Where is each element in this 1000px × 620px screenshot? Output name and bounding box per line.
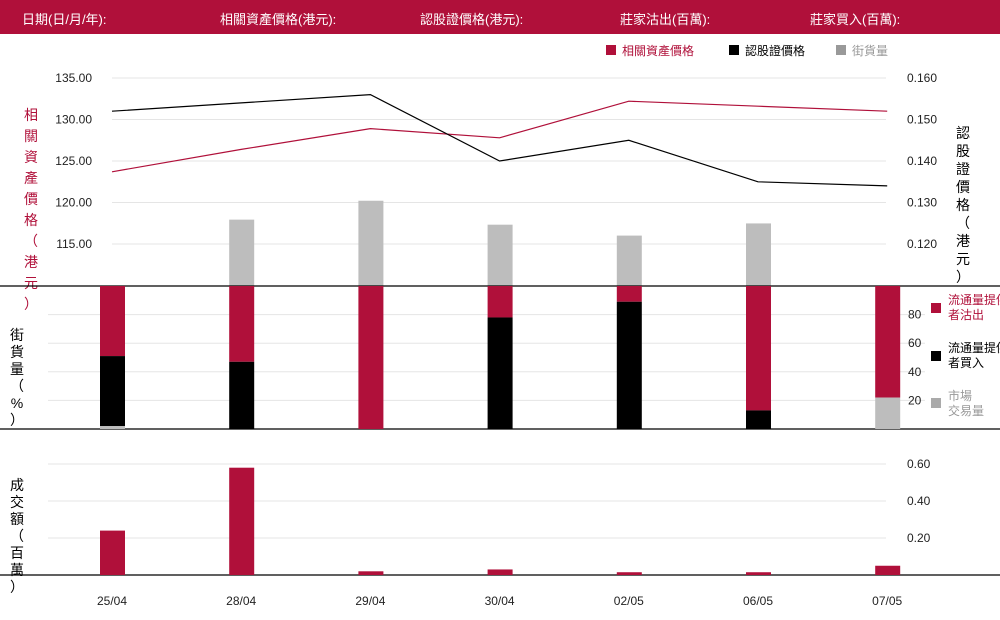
- left-axis-title: 相關資產價格（港元）: [24, 107, 38, 312]
- legend-swatch-lp-sell: [931, 303, 941, 313]
- left-tick-label: 120.00: [55, 196, 92, 210]
- volume-bar: [875, 565, 901, 575]
- market-bar: [875, 397, 901, 429]
- market-bar: [100, 426, 125, 429]
- x-tick-label: 28/04: [226, 594, 256, 608]
- volume-bar: [358, 571, 384, 575]
- lp-sell-bar: [358, 286, 384, 429]
- header-mm-sell-label: 莊家沽出(百萬):: [620, 12, 711, 27]
- turnover-tick-label: 80: [908, 308, 922, 322]
- right-tick-label: 0.140: [907, 154, 937, 168]
- lp-buy-bar: [229, 361, 255, 429]
- right-axis-title: 認股證價格（港元）: [956, 125, 970, 285]
- chart-marks: 135.00 130.00 125.00 120.00 115.00 0.160 0.150…: [0, 71, 1000, 608]
- x-tick-label: 29/04: [355, 594, 385, 608]
- legend-swatch-market: [931, 398, 941, 408]
- volume-axis-title: 成交額（百萬）: [10, 477, 24, 595]
- right-tick-label: 0.150: [907, 113, 937, 127]
- outstanding-bar: [746, 223, 771, 286]
- turnover-axis-title: 街貨量（%）: [10, 327, 24, 428]
- outstanding-bar: [229, 219, 255, 286]
- legend-swatch-outstanding: [836, 45, 846, 55]
- volume-tick-label: 0.40: [907, 494, 931, 508]
- right-tick-label: 0.160: [907, 71, 937, 85]
- volume-bar: [616, 572, 642, 575]
- legend-swatch-warrant: [729, 45, 739, 55]
- left-tick-label: 135.00: [55, 71, 92, 85]
- x-tick-label: 02/05: [614, 594, 644, 608]
- header-date-label: 日期(日/月/年):: [22, 12, 107, 27]
- x-tick-label: 06/05: [743, 594, 773, 608]
- volume-bar: [746, 572, 771, 575]
- volume-bar: [100, 530, 125, 575]
- left-tick-label: 130.00: [55, 113, 92, 127]
- header-warrant-label: 認股證價格(港元):: [420, 12, 524, 27]
- header-underlying-label: 相關資產價格(港元):: [220, 12, 337, 27]
- turnover-tick-label: 20: [908, 393, 922, 407]
- volume-tick-label: 0.20: [907, 531, 931, 545]
- turnover-tick-label: 60: [908, 336, 922, 350]
- volume-bar: [229, 467, 255, 575]
- x-tick-label: 30/04: [485, 594, 515, 608]
- outstanding-bar: [616, 235, 642, 286]
- lp-buy-bar: [746, 410, 771, 429]
- lp-sell-bar: [229, 286, 255, 362]
- legend-label-outstanding: 街貨量: [852, 43, 888, 58]
- left-tick-label: 125.00: [55, 154, 92, 168]
- warrant-chart: 相關資產價格 認股證價格 街貨量 相關資產價格（港元） 認股證價格（港元） 街貨…: [0, 43, 1000, 608]
- legend-label-lp-sell: 流通量提供者沽出: [948, 292, 1000, 322]
- legend-swatch-lp-buy: [931, 351, 941, 361]
- lp-sell-bar: [100, 286, 125, 357]
- legend-swatch-underlying: [606, 45, 616, 55]
- left-tick-label: 115.00: [56, 237, 92, 251]
- outstanding-bar: [487, 224, 513, 286]
- lp-sell-bar: [616, 286, 642, 302]
- lp-sell-bar: [746, 286, 771, 411]
- lp-sell-bar: [875, 286, 901, 398]
- header-mm-buy-label: 莊家買入(百萬):: [810, 12, 901, 27]
- legend-label-lp-buy: 流通量提供者買入: [948, 340, 1000, 370]
- outstanding-bar: [358, 200, 384, 286]
- warrant-price-line: [111, 93, 888, 187]
- lp-sell-bar: [487, 286, 513, 318]
- volume-tick-label: 0.60: [907, 457, 931, 471]
- x-tick-label: 25/04: [97, 594, 127, 608]
- legend-label-warrant: 認股證價格: [745, 43, 805, 58]
- lp-buy-bar: [487, 317, 513, 429]
- top-legend: 相關資產價格 認股證價格 街貨量: [606, 43, 888, 58]
- legend-label-underlying: 相關資產價格: [622, 43, 694, 58]
- underlying-price-line: [111, 100, 888, 173]
- legend-label-market: 市場交易量: [948, 388, 984, 418]
- x-tick-label: 07/05: [872, 594, 902, 608]
- lp-buy-bar: [100, 356, 125, 427]
- panel2-legend: 流通量提供者沽出 流通量提供者買入 市場交易量: [931, 292, 1000, 418]
- turnover-tick-label: 40: [908, 365, 922, 379]
- right-tick-label: 0.120: [907, 237, 937, 251]
- volume-bar: [487, 569, 513, 575]
- lp-buy-bar: [616, 301, 642, 429]
- right-tick-label: 0.130: [907, 196, 937, 210]
- header-bar: 日期(日/月/年): 相關資產價格(港元): 認股證價格(港元): 莊家沽出(百…: [0, 0, 1000, 34]
